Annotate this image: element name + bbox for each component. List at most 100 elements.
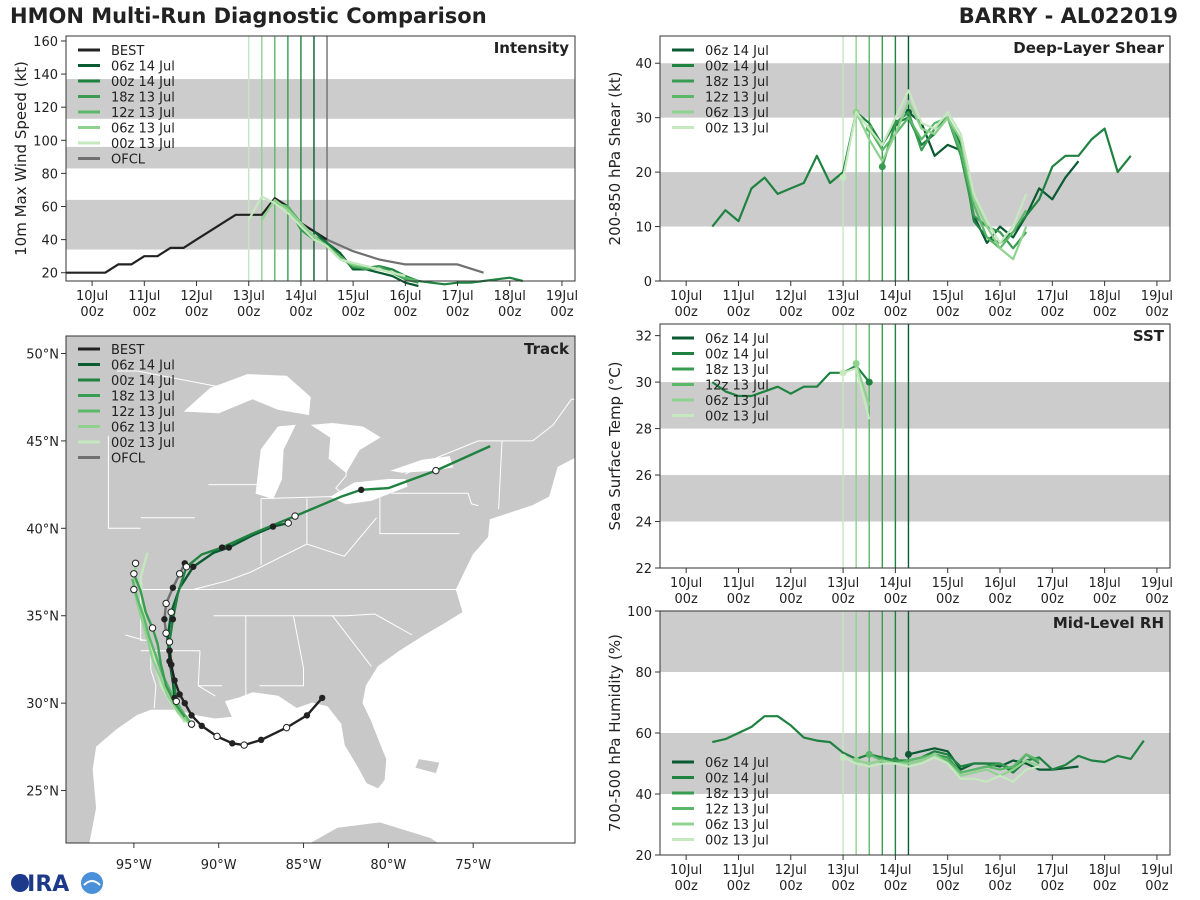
intensity-xtick-label: 14Jul <box>285 289 317 304</box>
intensity-xtick-label: 00z <box>133 305 157 320</box>
track-legend-label: OFCL <box>111 452 146 467</box>
shear-ytick-label: 10 <box>635 221 652 236</box>
rh-legend-label: 06z 13 Jul <box>705 818 769 833</box>
sst-legend-label: 06z 13 Jul <box>705 394 769 409</box>
sst-band <box>660 382 1170 429</box>
track-legend-label: 18z 13 Jul <box>111 390 175 405</box>
figure-title: HMON Multi-Run Diagnostic Comparison <box>10 4 487 28</box>
sst-xtick-label: 00z <box>674 592 698 607</box>
shear-title: Deep-Layer Shear <box>1013 39 1164 57</box>
track-point-open <box>148 624 157 632</box>
track-legend-label: BEST <box>111 343 144 358</box>
shear-init-marker <box>839 174 847 182</box>
intensity-xtick-label: 00z <box>289 305 313 320</box>
state-border <box>213 613 413 636</box>
shear-ytick-label: 20 <box>635 166 652 181</box>
intensity-legend-label: OFCL <box>111 153 146 168</box>
land-bahamas <box>415 759 440 774</box>
track-point-open <box>240 741 248 749</box>
shear-xtick-label: 10Jul <box>670 289 702 304</box>
sst-ytick-label: 32 <box>635 330 652 345</box>
intensity-title: Intensity <box>494 39 570 57</box>
rh-panel: 2040608010010Jul00z11Jul00z12Jul00z13Jul… <box>606 605 1173 894</box>
shear-ytick-label: 40 <box>635 57 652 72</box>
sst-legend-label: 00z 14 Jul <box>705 348 769 363</box>
rh-xtick-label: 15Jul <box>932 863 964 878</box>
shear-xtick-label: 00z <box>1093 305 1117 320</box>
rh-ytick-label: 60 <box>635 727 652 742</box>
intensity-xtick-label: 13Jul <box>233 289 265 304</box>
track-point-open <box>167 608 175 616</box>
rh-xtick-label: 16Jul <box>984 863 1016 878</box>
great-lake <box>329 479 408 505</box>
rh-band <box>660 611 1170 672</box>
track-lon-label: 85°W <box>286 858 322 873</box>
rh-xtick-label: 17Jul <box>1036 863 1068 878</box>
state-border <box>405 440 533 475</box>
intensity-ytick-label: 80 <box>41 167 58 182</box>
sst-xtick-label: 00z <box>727 592 751 607</box>
track-point-filled <box>171 677 178 684</box>
rh-legend-label: 00z 14 Jul <box>705 772 769 787</box>
shear-xtick-label: 11Jul <box>722 289 754 304</box>
shear-xtick-label: 15Jul <box>932 289 964 304</box>
track-point-filled <box>190 563 197 570</box>
track-point-open <box>182 563 191 571</box>
logo-seal-icon <box>81 872 103 894</box>
rh-init-marker <box>865 750 873 758</box>
sst-xtick-label: 17Jul <box>1036 576 1068 591</box>
state-border <box>116 370 228 389</box>
sst-xtick-label: 00z <box>884 592 908 607</box>
intensity-band <box>66 79 575 119</box>
track-point-filled <box>198 722 205 730</box>
intensity-xtick-label: 00z <box>498 305 522 320</box>
track-point-open <box>187 720 196 728</box>
state-border <box>379 493 460 535</box>
shear-legend-label: 00z 13 Jul <box>705 122 769 137</box>
state-border <box>259 615 304 687</box>
shear-init-marker <box>878 163 886 171</box>
rh-series-00z-13-Jul <box>842 756 1040 783</box>
track-point-open <box>432 466 440 475</box>
storm-name: BARRY - AL022019 <box>958 4 1178 28</box>
intensity-xtick-label: 00z <box>446 305 470 320</box>
sst-series-06z-13-Jul <box>855 363 871 406</box>
intensity-legend-label: BEST <box>111 44 144 59</box>
sst-ytick-label: 26 <box>635 469 652 484</box>
sst-xtick-label: 11Jul <box>722 576 754 591</box>
state-border <box>150 669 157 709</box>
shear-xtick-label: 00z <box>831 305 855 320</box>
rh-xtick-label: 00z <box>674 879 698 894</box>
rh-ytick-label: 20 <box>635 849 652 864</box>
shear-frame <box>659 35 1171 282</box>
rh-xtick-label: 00z <box>1041 879 1065 894</box>
track-point-filled <box>257 736 265 744</box>
intensity-ytick-label: 120 <box>33 101 58 116</box>
track-legend-label: 06z 13 Jul <box>111 421 175 436</box>
intensity-legend-label: 06z 14 Jul <box>111 60 175 75</box>
sst-xtick-label: 16Jul <box>984 576 1016 591</box>
logo-globe-icon <box>11 874 29 892</box>
sst-xtick-label: 12Jul <box>775 576 807 591</box>
intensity-ylabel: 10m Max Wind Speed (kt) <box>12 61 30 256</box>
shear-legend-label: 06z 14 Jul <box>705 44 769 59</box>
sst-ytick-label: 22 <box>635 562 652 577</box>
sst-xtick-label: 10Jul <box>670 576 702 591</box>
shear-xtick-label: 12Jul <box>775 289 807 304</box>
track-point-filled <box>269 523 277 530</box>
sst-xtick-label: 00z <box>936 592 960 607</box>
intensity-band <box>66 146 575 169</box>
rh-legend-label: 06z 14 Jul <box>705 756 769 771</box>
intensity-xtick-label: 10Jul <box>76 289 108 304</box>
rh-init-marker <box>904 750 912 758</box>
track-point-filled <box>229 740 236 747</box>
sst-legend-label: 12z 13 Jul <box>705 379 769 394</box>
track-map <box>66 336 575 843</box>
rh-xtick-label: 10Jul <box>670 863 702 878</box>
shear-band <box>660 172 1170 227</box>
rh-legend-label: 00z 13 Jul <box>705 834 769 849</box>
sst-legend-label: 00z 13 Jul <box>705 410 769 425</box>
shear-series-00z-14-Jul <box>711 111 1132 244</box>
rh-ytick-label: 100 <box>627 605 652 620</box>
